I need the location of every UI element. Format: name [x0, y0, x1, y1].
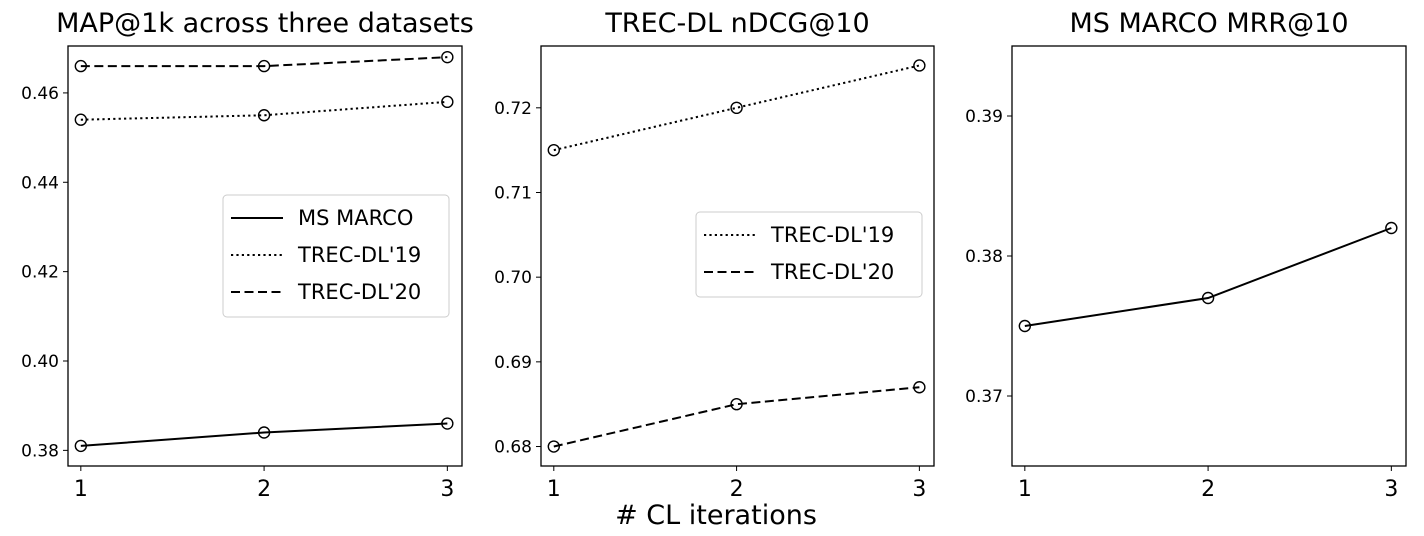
data-point [74, 59, 88, 73]
series-line-ms-marco [80, 422, 448, 447]
plot-frame [1011, 45, 1407, 467]
series-line-trec-dl-19 [553, 64, 920, 152]
y-tick-label: 0.72 [494, 99, 532, 119]
y-tick-label: 0.44 [21, 173, 59, 193]
x-tick-label: 3 [912, 477, 926, 502]
legend-box [695, 211, 923, 298]
chart-title: TREC-DL nDCG@10 [604, 8, 869, 39]
y-tick-label: 0.40 [21, 352, 59, 372]
data-point [547, 143, 560, 157]
legend-label: TREC-DL'20 [770, 260, 894, 284]
series-line-trec-dl-20 [553, 386, 920, 448]
x-tick-label: 1 [547, 477, 561, 502]
chart-panel-2: TREC-DL nDCG@10 0.68 0.69 0.70 0.71 0.72 1 2 3 TR… [494, 8, 935, 502]
data-point [257, 109, 271, 122]
x-tick-label: 2 [1201, 477, 1215, 502]
legend-label: TREC-DL'19 [297, 243, 421, 267]
data-point [1385, 221, 1398, 235]
data-point [730, 397, 743, 411]
data-point [257, 426, 271, 439]
series-line-ms-marco [1024, 227, 1392, 327]
y-tick-label: 0.38 [21, 441, 59, 461]
x-tick-label: 3 [440, 477, 454, 502]
data-point [1201, 291, 1215, 305]
y-tick-label: 0.42 [21, 263, 59, 283]
x-tick-label: 1 [1018, 477, 1032, 502]
legend-box [222, 194, 450, 318]
y-tick-label: 0.71 [494, 183, 532, 203]
y-tick-label: 0.46 [21, 84, 59, 104]
y-tick-label: 0.68 [494, 438, 532, 458]
x-tick-label: 3 [1384, 477, 1398, 502]
data-point [257, 59, 271, 73]
y-tick-label: 0.38 [965, 247, 1003, 267]
plot-frame [540, 45, 935, 467]
data-point [913, 381, 926, 394]
data-point [441, 50, 454, 64]
chart-title: MS MARCO MRR@10 [1069, 8, 1348, 39]
series-line-trec-dl-20 [80, 56, 448, 68]
chart-panel-1: MAP@1k across three datasets 0.38 0.40 0.42… [21, 8, 474, 502]
y-tick-label: 0.37 [965, 387, 1003, 407]
legend-label: TREC-DL'20 [297, 280, 421, 304]
x-tick-label: 1 [74, 477, 88, 502]
data-point [913, 59, 926, 72]
figure-x-axis-label: # CL iterations [615, 500, 817, 531]
data-point [547, 440, 560, 453]
legend: TREC-DL'19 TREC-DL'20 [695, 211, 923, 298]
data-point [74, 113, 88, 126]
data-point [1018, 319, 1032, 333]
data-point [441, 417, 454, 430]
series-line-trec-dl-19 [80, 100, 448, 121]
plot-frame [67, 45, 463, 467]
x-tick-label: 2 [730, 477, 744, 502]
legend-label: MS MARCO [298, 206, 413, 230]
chart-title: MAP@1k across three datasets [56, 8, 474, 39]
data-point [441, 95, 454, 109]
data-point [74, 439, 88, 453]
legend: MS MARCO TREC-DL'19 TREC-DL'20 [222, 194, 450, 318]
y-tick-label: 0.70 [494, 268, 532, 288]
y-tick-label: 0.39 [965, 107, 1003, 127]
data-point [730, 101, 743, 115]
chart-panel-3: MS MARCO MRR@10 0.37 0.38 0.39 1 2 3 [965, 8, 1407, 502]
x-tick-label: 2 [257, 477, 271, 502]
y-tick-label: 0.69 [494, 353, 532, 373]
legend-label: TREC-DL'19 [770, 223, 894, 247]
